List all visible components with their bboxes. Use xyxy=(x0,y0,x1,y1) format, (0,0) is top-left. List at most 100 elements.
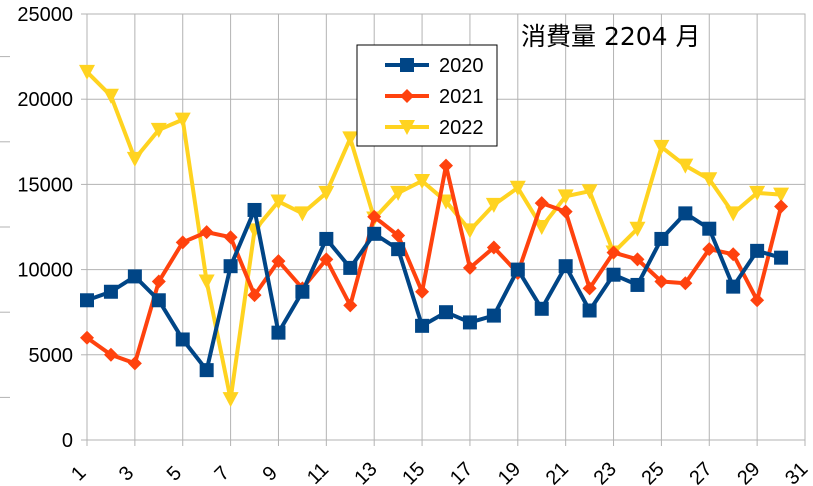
data-point-2020 xyxy=(702,221,717,236)
data-point-2020 xyxy=(80,293,94,308)
data-point-2021 xyxy=(247,288,262,303)
data-point-2022 xyxy=(509,180,526,196)
data-point-2021 xyxy=(654,274,669,289)
x-tick-label: 11 xyxy=(303,459,333,486)
x-tick-label: 31 xyxy=(781,458,812,486)
data-point-2021 xyxy=(367,209,382,224)
legend-entry-2022: 2022 xyxy=(385,117,484,139)
data-point-2020 xyxy=(295,284,310,299)
data-point-2020 xyxy=(750,243,765,258)
data-point-2020 xyxy=(151,293,166,308)
x-tick-label: 25 xyxy=(638,458,669,486)
x-tick-label: 29 xyxy=(733,458,764,486)
data-point-2022 xyxy=(270,194,287,210)
y-tick-label: 0 xyxy=(62,430,73,452)
data-point-2020 xyxy=(678,206,693,221)
data-point-2020 xyxy=(175,332,190,347)
data-point-2021 xyxy=(439,158,453,173)
data-point-2020 xyxy=(223,259,238,274)
data-point-2021 xyxy=(702,242,717,257)
data-point-2022 xyxy=(318,185,335,201)
data-point-2020 xyxy=(199,363,214,378)
axes xyxy=(86,13,806,441)
data-point-2022 xyxy=(677,158,694,174)
y-tick-label: 5000 xyxy=(29,345,74,367)
x-tick-label: 9 xyxy=(259,462,282,485)
legend-label: 2020 xyxy=(439,55,484,77)
data-point-2020 xyxy=(558,259,573,274)
x-tick-label: 21 xyxy=(542,458,573,486)
series-line-2022 xyxy=(85,70,782,402)
data-point-2022 xyxy=(150,122,167,138)
data-point-2021 xyxy=(630,252,645,267)
x-tick-label: 23 xyxy=(590,458,621,486)
data-point-2020 xyxy=(271,325,286,340)
data-point-2022 xyxy=(701,172,718,188)
data-point-2022 xyxy=(557,189,574,205)
data-point-2020 xyxy=(391,242,406,257)
data-point-2022 xyxy=(749,185,766,201)
data-point-2020 xyxy=(582,303,597,318)
y-tick-label: 25000 xyxy=(17,4,73,26)
legend-label: 2021 xyxy=(439,86,484,108)
series-2021 xyxy=(80,158,789,371)
data-point-2022 xyxy=(581,184,598,200)
x-tick-labels: 1 3 5 7 9 11 13 15 17 19 21 23 25 27 29 31 xyxy=(67,458,812,486)
data-point-2022 xyxy=(79,64,95,80)
series-line-2021 xyxy=(85,163,784,366)
data-point-2021 xyxy=(726,247,741,262)
data-point-2021 xyxy=(127,356,142,371)
data-point-2020 xyxy=(462,315,477,330)
series-2022 xyxy=(79,64,790,408)
legend-swatch-marker xyxy=(399,120,415,135)
x-tick-label: 1 xyxy=(67,462,90,485)
data-point-2021 xyxy=(319,252,334,267)
x-tick-label: 7 xyxy=(211,462,234,485)
y-tick-label: 15000 xyxy=(17,174,73,196)
legend: 2020 2021 2022 xyxy=(356,44,498,147)
data-point-2021 xyxy=(582,281,597,296)
legend-swatch-marker xyxy=(400,89,414,103)
data-point-2021 xyxy=(462,260,477,275)
series-group xyxy=(79,64,790,408)
data-point-2021 xyxy=(774,199,789,214)
data-point-2022 xyxy=(485,197,502,213)
data-point-2021 xyxy=(80,330,94,345)
data-point-2022 xyxy=(174,112,191,128)
data-point-2022 xyxy=(342,131,359,147)
x-tick-label: 15 xyxy=(398,458,429,486)
x-tick-label: 13 xyxy=(350,458,381,486)
data-point-2021 xyxy=(415,284,430,299)
data-point-2020 xyxy=(630,277,645,292)
data-point-2021 xyxy=(486,240,501,255)
data-point-2022 xyxy=(102,88,119,104)
data-point-2022 xyxy=(390,185,407,201)
x-tick-label: 5 xyxy=(163,462,186,485)
data-point-2020 xyxy=(319,231,334,246)
data-point-2021 xyxy=(151,274,166,289)
data-point-2022 xyxy=(438,194,454,210)
data-point-2021 xyxy=(175,235,190,250)
data-point-2021 xyxy=(558,204,573,219)
data-point-2022 xyxy=(126,151,143,167)
y-tick-label: 20000 xyxy=(17,89,73,111)
data-point-2022 xyxy=(222,392,239,408)
data-point-2021 xyxy=(271,254,286,269)
data-point-2022 xyxy=(629,221,646,237)
data-point-2021 xyxy=(199,225,214,240)
data-point-2020 xyxy=(486,308,501,323)
data-point-2022 xyxy=(414,173,431,189)
y-tick-labels: 0 5000 10000 15000 20000 25000 xyxy=(17,4,73,452)
chart-title: 消費量 2204 月 xyxy=(521,22,701,51)
data-point-2022 xyxy=(198,274,215,290)
y-tick-label: 10000 xyxy=(17,260,73,282)
data-point-2021 xyxy=(750,293,765,308)
legend-label: 2022 xyxy=(439,117,484,139)
data-point-2021 xyxy=(223,230,238,245)
data-point-2022 xyxy=(533,220,550,235)
data-point-2020 xyxy=(726,279,741,294)
data-point-2020 xyxy=(606,267,621,282)
data-point-2020 xyxy=(654,231,669,246)
data-point-2020 xyxy=(439,305,453,320)
x-tick-label: 3 xyxy=(115,462,138,485)
